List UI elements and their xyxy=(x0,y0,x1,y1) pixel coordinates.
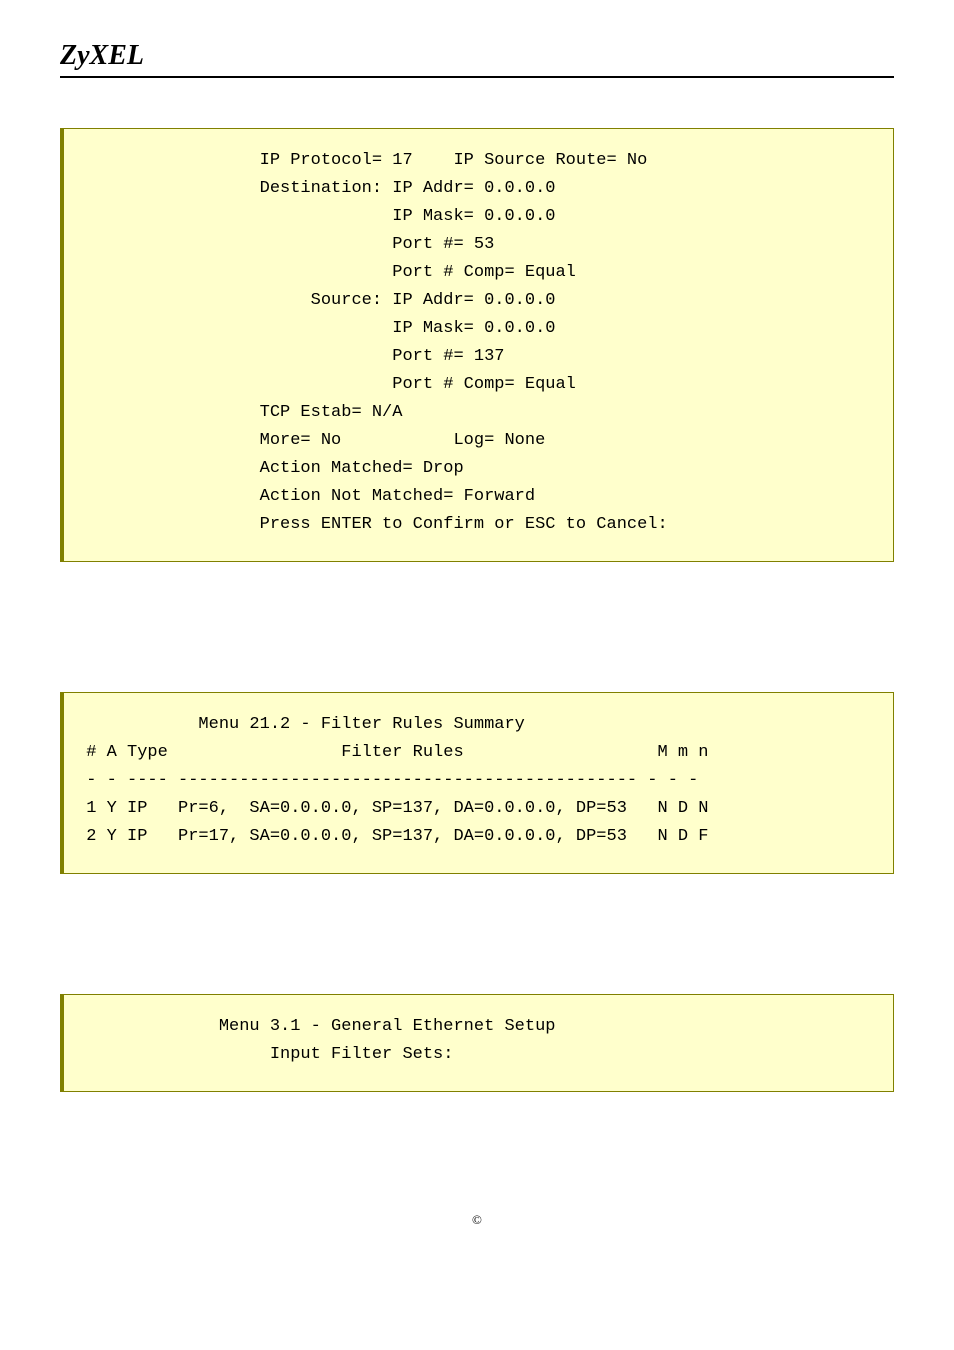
term-line: # A Type Filter Rules M m n xyxy=(76,739,881,767)
term-line: More= No Log= None xyxy=(76,427,881,455)
page-header: ZyXEL xyxy=(60,40,894,78)
term-line: Source: IP Addr= 0.0.0.0 xyxy=(76,287,881,315)
term-line: Action Not Matched= Forward xyxy=(76,483,881,511)
term-line: Input Filter Sets: xyxy=(76,1041,881,1069)
term-line: Port #= 53 xyxy=(76,231,881,259)
term-line: IP Protocol= 17 IP Source Route= No xyxy=(76,147,881,175)
term-line: 1 Y IP Pr=6, SA=0.0.0.0, SP=137, DA=0.0.… xyxy=(76,795,881,823)
term-line: Menu 3.1 - General Ethernet Setup xyxy=(76,1013,881,1041)
term-line: 2 Y IP Pr=17, SA=0.0.0.0, SP=137, DA=0.0… xyxy=(76,823,881,851)
term-line: - - ---- -------------------------------… xyxy=(76,767,881,795)
term-line: IP Mask= 0.0.0.0 xyxy=(76,203,881,231)
term-line: TCP Estab= N/A xyxy=(76,399,881,427)
term-line: Press ENTER to Confirm or ESC to Cancel: xyxy=(76,511,881,539)
terminal-box-filter-rule: IP Protocol= 17 IP Source Route= No Dest… xyxy=(60,128,894,562)
term-line: Port # Comp= Equal xyxy=(76,371,881,399)
term-line: Menu 21.2 - Filter Rules Summary xyxy=(76,711,881,739)
brand-logo: ZyXEL xyxy=(60,40,894,72)
terminal-box-ethernet-setup: Menu 3.1 - General Ethernet Setup Input … xyxy=(60,994,894,1092)
term-line: Port # Comp= Equal xyxy=(76,259,881,287)
terminal-box-rules-summary: Menu 21.2 - Filter Rules Summary # A Typ… xyxy=(60,692,894,874)
footer-copyright: © xyxy=(60,1212,894,1228)
term-line: IP Mask= 0.0.0.0 xyxy=(76,315,881,343)
term-line: Port #= 137 xyxy=(76,343,881,371)
term-line: Action Matched= Drop xyxy=(76,455,881,483)
term-line: Destination: IP Addr= 0.0.0.0 xyxy=(76,175,881,203)
